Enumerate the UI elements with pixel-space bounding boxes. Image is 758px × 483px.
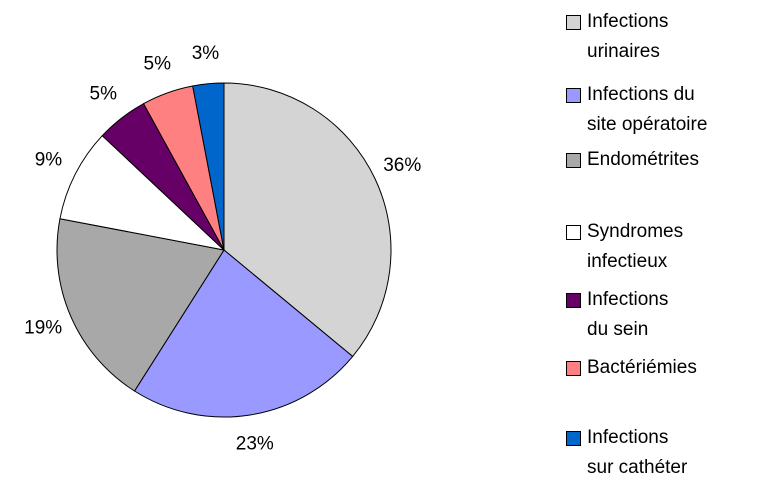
- pie-slice: [223, 82, 392, 358]
- data-label: 3%: [192, 43, 220, 64]
- legend-swatch: [566, 153, 581, 168]
- legend-label: Infections sur cathéter: [587, 427, 688, 478]
- legend-label: Endométrites: [587, 149, 699, 170]
- legend-swatch: [566, 293, 581, 308]
- pie-slice: [133, 249, 354, 418]
- data-label: 23%: [236, 434, 274, 455]
- legend-swatch: [566, 431, 581, 446]
- legend-label: Infections du site opératoire: [587, 84, 708, 135]
- legend-label: Syndromes infectieux: [587, 221, 684, 272]
- data-label: 19%: [24, 317, 62, 338]
- legend-label: Bactériémies: [587, 357, 697, 378]
- legend-swatch: [566, 88, 581, 103]
- pie-slice: [56, 218, 225, 392]
- legend-swatch: [566, 15, 581, 30]
- data-label: 9%: [35, 150, 63, 171]
- pie-slice: [59, 134, 226, 251]
- data-label: 5%: [90, 83, 118, 104]
- data-label: 36%: [383, 155, 421, 176]
- legend-label: Infections urinaires: [587, 11, 669, 62]
- legend-label: Infections du sein: [587, 289, 669, 340]
- legend-swatch: [566, 361, 581, 376]
- pie-slice: [192, 82, 225, 251]
- data-label: 5%: [144, 54, 172, 75]
- legend-swatch: [566, 225, 581, 240]
